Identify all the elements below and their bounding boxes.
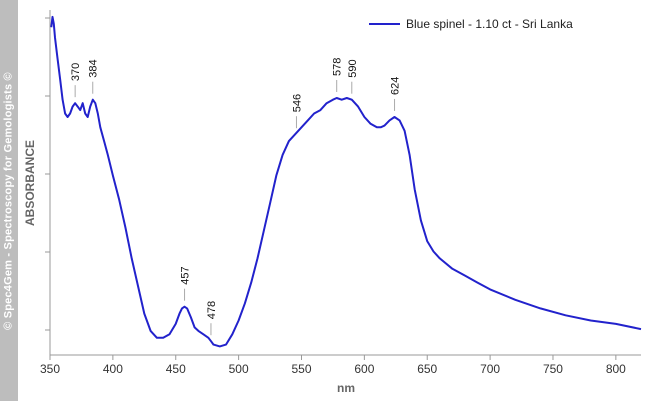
legend-label: Blue spinel - 1.10 ct - Sri Lanka: [406, 17, 573, 31]
sidebar-strip: © Spec4Gem - Spectroscopy for Gemologist…: [0, 0, 18, 401]
x-tick-label: 550: [291, 362, 311, 376]
x-tick-label: 800: [606, 362, 626, 376]
x-tick-label: 350: [40, 362, 60, 376]
y-axis-ticks: [45, 17, 50, 331]
peak-label: 457: [180, 266, 192, 284]
peak-label: 546: [291, 94, 303, 112]
peak-label: 578: [332, 58, 344, 76]
x-tick-label: 750: [543, 362, 563, 376]
legend: Blue spinel - 1.10 ct - Sri Lanka: [369, 17, 573, 31]
x-tick-label: 650: [417, 362, 437, 376]
x-tick-label: 700: [480, 362, 500, 376]
peak-label: 624: [390, 77, 402, 95]
x-tick-label: 600: [354, 362, 374, 376]
x-axis-ticks: 350 400 450 500 550 600 650 700 750 800: [40, 355, 626, 376]
peak-label: 370: [70, 63, 82, 81]
peak-annotations: 370 384 457 478 546 578 590 624: [70, 58, 402, 336]
x-axis-label: nm: [337, 381, 355, 395]
peak-label: 590: [347, 59, 359, 77]
x-tick-label: 400: [103, 362, 123, 376]
series-line: [50, 15, 642, 348]
peak-label: 478: [206, 301, 218, 319]
peak-label: 384: [88, 59, 100, 77]
x-tick-label: 500: [229, 362, 249, 376]
x-tick-label: 450: [166, 362, 186, 376]
